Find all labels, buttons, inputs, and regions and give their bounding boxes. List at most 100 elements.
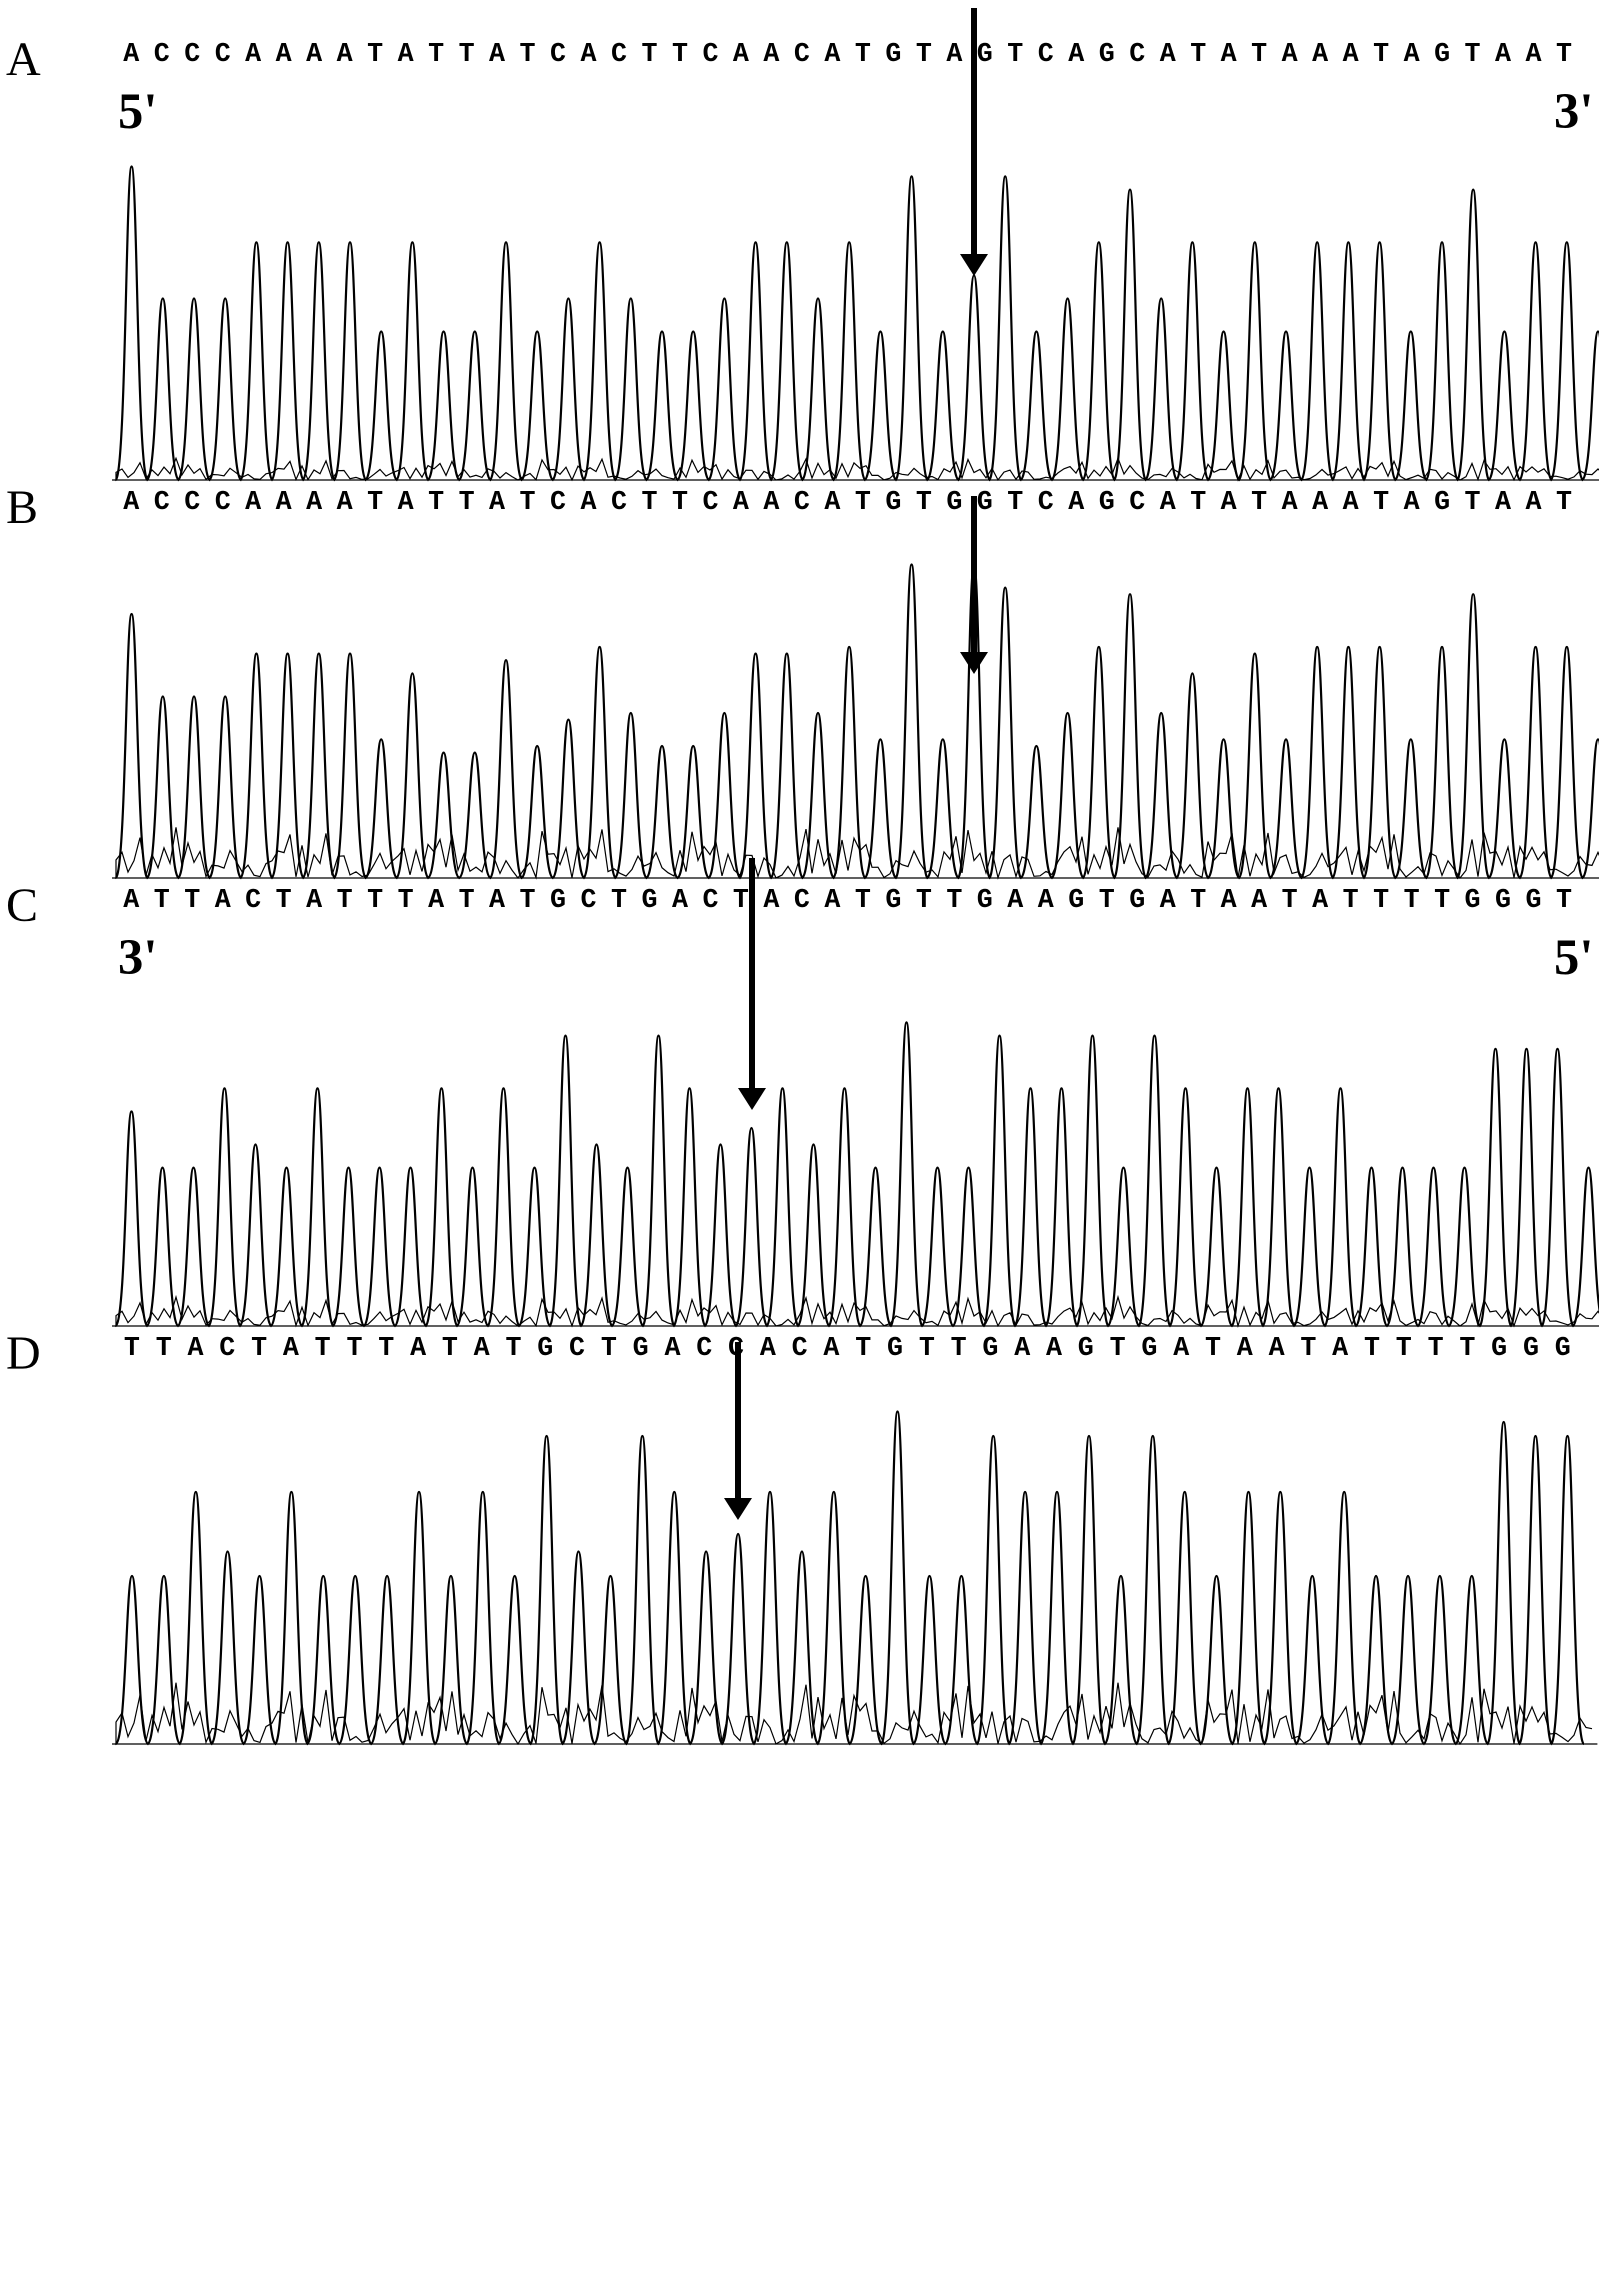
nucleotide-char: C <box>146 488 176 518</box>
nucleotide-char: A <box>817 488 847 518</box>
chromatogram-trace <box>115 1022 1599 1326</box>
nucleotide-char: T <box>909 40 939 70</box>
nucleotide-char: A <box>402 1334 434 1364</box>
nucleotide-char: C <box>177 40 207 70</box>
nucleotide-char: C <box>543 488 573 518</box>
nucleotide-char: T <box>360 40 390 70</box>
nucleotide-char: C <box>543 40 573 70</box>
nucleotide-char: T <box>1388 1334 1420 1364</box>
nucleotide-char: G <box>970 40 1000 70</box>
nucleotide-char: A <box>756 40 786 70</box>
nucleotide-char: C <box>573 886 603 916</box>
nucleotide-char: G <box>939 488 969 518</box>
nucleotide-char: C <box>784 1334 816 1364</box>
nucleotide-char: A <box>1213 40 1243 70</box>
nucleotide-char: A <box>1305 40 1335 70</box>
nucleotide-char: G <box>625 1334 657 1364</box>
nucleotide-char: A <box>238 488 268 518</box>
nucleotide-char: T <box>451 40 481 70</box>
chromatogram-B <box>60 526 1599 886</box>
nucleotide-char: T <box>943 1334 975 1364</box>
nucleotide-char: A <box>1152 886 1182 916</box>
nucleotide-char: G <box>1427 40 1457 70</box>
sequence-row-A: ACCCAAAATATTATCACTTCAACATGTAGTCAGCATATAA… <box>116 40 1579 70</box>
nucleotide-char: T <box>498 1334 530 1364</box>
nucleotide-char: T <box>1335 886 1365 916</box>
nucleotide-char: G <box>1061 886 1091 916</box>
nucleotide-char: T <box>1451 1334 1483 1364</box>
nucleotide-char: T <box>177 886 207 916</box>
nucleotide-char: A <box>1488 488 1518 518</box>
nucleotide-char: A <box>573 40 603 70</box>
nucleotide-char: A <box>1152 40 1182 70</box>
nucleotide-char: A <box>1061 40 1091 70</box>
nucleotide-char: T <box>1420 1334 1452 1364</box>
nucleotide-char: T <box>512 40 542 70</box>
nucleotide-char: T <box>390 886 420 916</box>
nucleotide-char: C <box>1031 488 1061 518</box>
nucleotide-char: T <box>1366 488 1396 518</box>
nucleotide-char: A <box>1038 1334 1070 1364</box>
nucleotide-char: T <box>634 488 664 518</box>
nucleotide-char: A <box>1213 488 1243 518</box>
nucleotide-char: A <box>275 1334 307 1364</box>
panel-C: C ATTACTATTTATATGCTGACTACATGTTGAAGTGATAA… <box>60 886 1579 1334</box>
nucleotide-char: G <box>1427 488 1457 518</box>
nucleotide-char: T <box>370 1334 402 1364</box>
nucleotide-char: A <box>268 40 298 70</box>
nucleotide-char: T <box>1000 40 1030 70</box>
chromatogram-trace <box>115 167 1599 481</box>
nucleotide-char: A <box>1518 488 1548 518</box>
nucleotide-char: G <box>1483 1334 1515 1364</box>
nucleotide-char: C <box>604 40 634 70</box>
nucleotide-char: T <box>243 1334 275 1364</box>
nucleotide-char: T <box>909 488 939 518</box>
nucleotide-char: T <box>1366 40 1396 70</box>
nucleotide-char: A <box>665 886 695 916</box>
panel-label-B: B <box>6 480 38 535</box>
nucleotide-char: T <box>421 488 451 518</box>
nucleotide-char: A <box>329 488 359 518</box>
nucleotide-char: A <box>268 488 298 518</box>
nucleotide-char: C <box>1122 488 1152 518</box>
sequence-row-B: ACCCAAAATATTATCACTTCAACATGTGGTCAGCATATAA… <box>116 488 1579 518</box>
nucleotide-char: T <box>1427 886 1457 916</box>
nucleotide-char: G <box>1457 886 1487 916</box>
nucleotide-char: A <box>482 40 512 70</box>
nucleotide-char: C <box>695 488 725 518</box>
nucleotide-char: T <box>1396 886 1426 916</box>
nucleotide-char: A <box>657 1334 689 1364</box>
nucleotide-char: A <box>299 886 329 916</box>
nucleotide-char: A <box>299 488 329 518</box>
sequence-row-D: TTACTATTTATATGCTGACCACATGTTGAAGTGATAATAT… <box>116 1334 1579 1364</box>
nucleotide-char: A <box>939 40 969 70</box>
nucleotide-char: A <box>1335 488 1365 518</box>
nucleotide-char: T <box>847 1334 879 1364</box>
nucleotide-char: A <box>390 40 420 70</box>
nucleotide-char: T <box>848 886 878 916</box>
nucleotide-char: T <box>1092 886 1122 916</box>
nucleotide-char: T <box>634 40 664 70</box>
nucleotide-char: A <box>1305 886 1335 916</box>
nucleotide-char: A <box>482 886 512 916</box>
nucleotide-char: G <box>634 886 664 916</box>
nucleotide-char: G <box>1518 886 1548 916</box>
chromatogram-D <box>60 1372 1599 1752</box>
panel-label-A: A <box>6 32 41 87</box>
nucleotide-char: T <box>451 886 481 916</box>
nucleotide-char: C <box>695 886 725 916</box>
nucleotide-char: A <box>329 40 359 70</box>
nucleotide-char: A <box>726 488 756 518</box>
nucleotide-char: A <box>116 886 146 916</box>
nucleotide-char: T <box>1356 1334 1388 1364</box>
nucleotide-char: A <box>238 40 268 70</box>
nucleotide-char: A <box>180 1334 212 1364</box>
nucleotide-char: G <box>529 1334 561 1364</box>
nucleotide-char: T <box>307 1334 339 1364</box>
nucleotide-char: T <box>146 886 176 916</box>
panel-A: A ACCCAAAATATTATCACTTCAACATGTAGTCAGCATAT… <box>60 40 1579 488</box>
nucleotide-char: T <box>604 886 634 916</box>
nucleotide-char: A <box>1518 40 1548 70</box>
nucleotide-char: A <box>1274 40 1304 70</box>
nucleotide-char: G <box>878 488 908 518</box>
